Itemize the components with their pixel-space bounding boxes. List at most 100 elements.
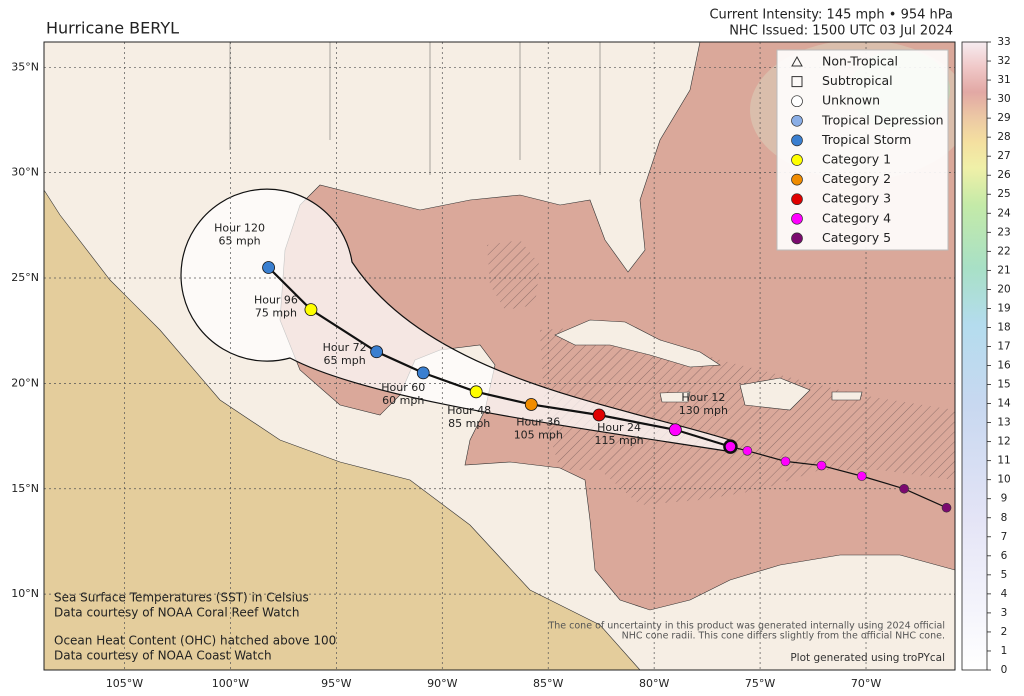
map-frame <box>43 41 956 671</box>
colorbar <box>961 41 988 671</box>
forecast-point <box>668 423 682 437</box>
legend-label: Tropical Storm <box>821 132 911 147</box>
y-tick-label: 35°N <box>11 60 39 73</box>
forecast-point <box>416 366 430 380</box>
colorbar-tick-label: 30 <box>997 93 1010 105</box>
x-tick-label: 70°W <box>851 677 881 690</box>
y-tick-label: 25°N <box>11 271 39 284</box>
colorbar-tick-label: 24 <box>997 207 1011 219</box>
colorbar-tick-label: 31 <box>997 74 1010 86</box>
forecast-label: Hour 120 <box>214 221 265 234</box>
track <box>262 261 952 513</box>
note: Sea Surface Temperatures (SST) in Celsiu… <box>54 591 309 605</box>
legend-marker <box>791 173 803 186</box>
land <box>659 391 691 403</box>
legend: Non-Tropical Subtropical Unknown Tropical D… <box>791 54 944 245</box>
legend-label: Category 2 <box>822 171 891 186</box>
past-point <box>780 456 791 467</box>
legend-label: Unknown <box>822 93 880 108</box>
colorbar-tick-label: 0 <box>1001 664 1008 676</box>
legend-marker <box>791 232 803 245</box>
y-tick-label: 15°N <box>11 482 39 495</box>
pacific-ocean <box>44 190 640 670</box>
colorbar-tick-label: 11 <box>997 455 1010 467</box>
past-point <box>856 471 867 481</box>
colorbar-tick-label: 2 <box>1001 626 1008 638</box>
colorbar-tick-label: 12 <box>997 436 1010 448</box>
colorbar-tick-label: 33 <box>997 36 1010 48</box>
colorbar-tick-label: 5 <box>1001 569 1008 581</box>
forecast-point <box>370 345 384 359</box>
grid <box>44 42 955 670</box>
colorbar-tick-label: 17 <box>997 340 1010 352</box>
forecast-intensity: 65 mph <box>324 354 366 367</box>
forecast-intensity: 65 mph <box>218 234 260 247</box>
x-tick-label: 100°W <box>212 677 249 690</box>
colorbar-tick-label: 4 <box>1001 588 1008 600</box>
x-tick-label: 80°W <box>639 677 669 690</box>
forecast-intensity: 105 mph <box>514 428 563 441</box>
cone-of-uncertainty <box>180 188 734 453</box>
forecast-label: Hour 24 <box>597 421 641 434</box>
legend-label: Category 1 <box>822 152 891 167</box>
forecast-intensity: 85 mph <box>448 417 490 430</box>
legend-marker <box>791 212 803 225</box>
y-tick-label: 20°N <box>11 376 39 389</box>
colorbar-tick-label: 32 <box>997 55 1010 67</box>
x-tick-label: 85°W <box>533 677 563 690</box>
colorbar-tick-label: 29 <box>997 112 1010 124</box>
colorbar-tick-label: 28 <box>997 131 1010 143</box>
forecast-intensity: 60 mph <box>382 394 424 407</box>
colorbar-tick-label: 13 <box>997 417 1010 429</box>
land <box>831 391 863 401</box>
colorbar-tick-label: 16 <box>997 360 1011 372</box>
colorbar-tick-label: 14 <box>997 398 1011 410</box>
forecast-point <box>304 303 318 317</box>
borders <box>229 42 601 175</box>
past-point <box>742 446 753 456</box>
colorbar-tick-label: 20 <box>997 283 1010 295</box>
forecast-point <box>524 398 538 411</box>
legend-label: Category 3 <box>822 191 891 206</box>
x-tick-label: 75°W <box>745 677 775 690</box>
x-tick-label: 105°W <box>106 677 143 690</box>
disclaimer: The cone of uncertainty in this product … <box>547 621 945 632</box>
past-point <box>899 483 909 494</box>
land <box>554 319 721 368</box>
colorbar-tick-label: 10 <box>997 474 1010 486</box>
x-tick-label: 95°W <box>321 677 351 690</box>
colorbar-tick-label: 26 <box>997 169 1011 181</box>
forecast-intensity: 115 mph <box>594 434 643 447</box>
past-point <box>816 460 827 471</box>
colorbar-tick-label: 25 <box>997 188 1010 200</box>
past-point <box>941 502 952 513</box>
legend-marker <box>791 95 803 108</box>
ohc-hatch <box>487 240 540 310</box>
colorbar-tick-label: 23 <box>997 226 1010 238</box>
legend-marker <box>791 76 803 88</box>
colorbar-tick-label: 18 <box>997 321 1010 333</box>
note: Ocean Heat Content (OHC) hatched above 1… <box>54 634 336 648</box>
note: Data courtesy of NOAA Coast Watch <box>54 649 272 663</box>
forecast-point <box>592 408 606 422</box>
legend-label: Non-Tropical <box>822 54 898 69</box>
colorbar-ticks: 0123456789101112131415161718192021222324… <box>987 36 1011 676</box>
disclaimer: NHC cone radii. This cone differs slight… <box>622 631 945 642</box>
legend-marker <box>791 154 803 166</box>
ohc-hatch <box>540 325 955 505</box>
colorbar-tick-label: 15 <box>997 379 1010 391</box>
legend-marker <box>791 193 803 206</box>
legend-label: Category 4 <box>822 210 891 225</box>
colorbar-tick-label: 21 <box>997 264 1010 276</box>
forecast-point <box>262 261 275 274</box>
colorbar-tick-label: 19 <box>997 302 1010 314</box>
subtitle: Current Intensity: 145 mph • 954 hPa <box>709 8 953 23</box>
legend-label: Subtropical <box>822 73 893 88</box>
forecast-intensity: 75 mph <box>255 307 297 320</box>
colorbar-tick-label: 27 <box>997 150 1010 162</box>
x-tick-label: 90°W <box>427 677 457 690</box>
colorbar-tick-label: 9 <box>1001 493 1008 505</box>
colorbar-tick-label: 8 <box>1001 512 1008 524</box>
forecast-label: Hour 12 <box>681 391 725 404</box>
